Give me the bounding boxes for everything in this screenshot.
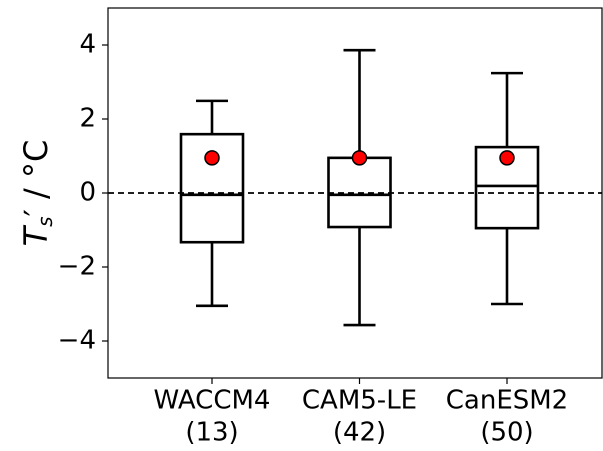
plot-frame bbox=[107, 7, 603, 379]
y-tick-label: −2 bbox=[58, 252, 96, 282]
y-label-subscript: s bbox=[33, 216, 57, 226]
x-tick-sublabel: (50) bbox=[480, 418, 533, 448]
y-tick-label: 2 bbox=[79, 104, 96, 134]
point bbox=[499, 150, 515, 166]
box bbox=[179, 132, 245, 244]
x-tick-label: CAM5-LE bbox=[302, 386, 417, 416]
x-tick-sublabel: (42) bbox=[333, 418, 386, 448]
y-axis-label: Ts′ / °C bbox=[17, 140, 57, 247]
y-label-rest: ′ / °C bbox=[17, 140, 55, 217]
point bbox=[204, 150, 220, 166]
y-label-symbol: T bbox=[17, 224, 55, 246]
x-tick-label: CanESM2 bbox=[446, 386, 568, 416]
point bbox=[351, 150, 368, 166]
x-tick-sublabel: (13) bbox=[185, 418, 238, 448]
x-tick-label: WACCM4 bbox=[154, 386, 271, 416]
y-tick-label: 0 bbox=[79, 178, 96, 208]
y-tick-label: −4 bbox=[58, 326, 96, 356]
y-tick-label: 4 bbox=[79, 30, 96, 60]
box bbox=[474, 145, 540, 230]
